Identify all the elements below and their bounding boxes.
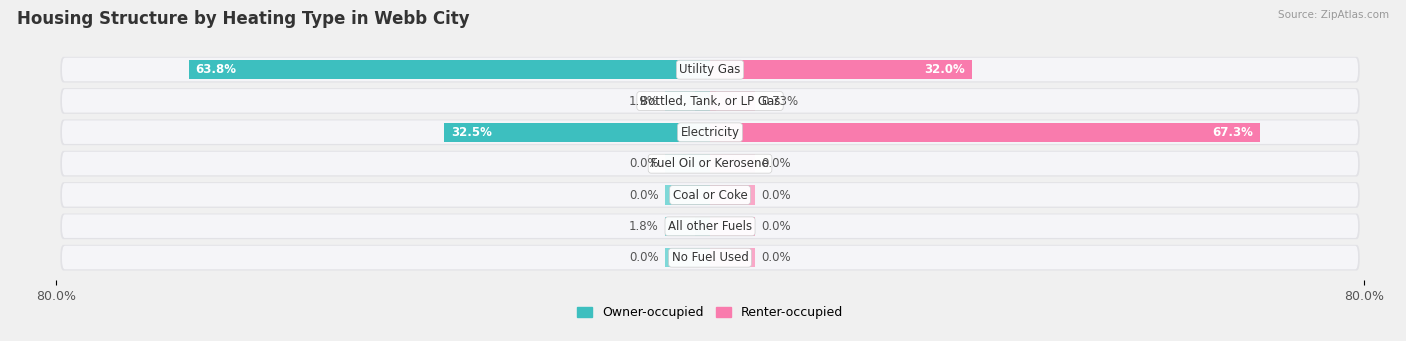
Text: 63.8%: 63.8% bbox=[195, 63, 236, 76]
Bar bbox=[665, 123, 710, 142]
FancyBboxPatch shape bbox=[60, 88, 1360, 114]
Bar bbox=[444, 123, 710, 142]
Text: 0.0%: 0.0% bbox=[628, 157, 658, 170]
FancyBboxPatch shape bbox=[60, 213, 1360, 239]
Text: 0.0%: 0.0% bbox=[762, 251, 792, 264]
FancyBboxPatch shape bbox=[60, 119, 1360, 145]
Text: 0.0%: 0.0% bbox=[762, 157, 792, 170]
Bar bbox=[710, 123, 755, 142]
Bar bbox=[710, 60, 755, 79]
Bar bbox=[710, 91, 716, 111]
Text: 1.8%: 1.8% bbox=[628, 220, 658, 233]
Bar bbox=[710, 185, 755, 205]
Bar bbox=[710, 217, 755, 236]
Text: No Fuel Used: No Fuel Used bbox=[672, 251, 748, 264]
FancyBboxPatch shape bbox=[62, 183, 1358, 207]
Text: 0.73%: 0.73% bbox=[762, 94, 799, 107]
Bar bbox=[665, 154, 710, 173]
Bar bbox=[710, 123, 1260, 142]
FancyBboxPatch shape bbox=[60, 57, 1360, 83]
FancyBboxPatch shape bbox=[60, 245, 1360, 270]
Bar bbox=[665, 248, 710, 267]
FancyBboxPatch shape bbox=[62, 214, 1358, 238]
Text: 1.9%: 1.9% bbox=[628, 94, 658, 107]
Text: 0.0%: 0.0% bbox=[762, 189, 792, 202]
Bar bbox=[696, 217, 710, 236]
Text: 32.5%: 32.5% bbox=[451, 126, 492, 139]
Bar bbox=[710, 91, 755, 111]
FancyBboxPatch shape bbox=[60, 151, 1360, 177]
Text: Source: ZipAtlas.com: Source: ZipAtlas.com bbox=[1278, 10, 1389, 20]
Text: 0.0%: 0.0% bbox=[762, 220, 792, 233]
Text: 32.0%: 32.0% bbox=[924, 63, 965, 76]
Text: Electricity: Electricity bbox=[681, 126, 740, 139]
Bar bbox=[710, 248, 755, 267]
Text: 67.3%: 67.3% bbox=[1212, 126, 1254, 139]
Text: All other Fuels: All other Fuels bbox=[668, 220, 752, 233]
Bar bbox=[665, 185, 710, 205]
FancyBboxPatch shape bbox=[62, 246, 1358, 269]
Text: 0.0%: 0.0% bbox=[628, 189, 658, 202]
Text: Coal or Coke: Coal or Coke bbox=[672, 189, 748, 202]
Bar bbox=[665, 60, 710, 79]
Text: Bottled, Tank, or LP Gas: Bottled, Tank, or LP Gas bbox=[640, 94, 780, 107]
Bar bbox=[665, 91, 710, 111]
Bar bbox=[710, 60, 972, 79]
FancyBboxPatch shape bbox=[62, 58, 1358, 81]
FancyBboxPatch shape bbox=[62, 89, 1358, 113]
Text: Fuel Oil or Kerosene: Fuel Oil or Kerosene bbox=[651, 157, 769, 170]
Legend: Owner-occupied, Renter-occupied: Owner-occupied, Renter-occupied bbox=[572, 301, 848, 324]
Text: 0.0%: 0.0% bbox=[628, 251, 658, 264]
Bar bbox=[695, 91, 710, 111]
Text: Housing Structure by Heating Type in Webb City: Housing Structure by Heating Type in Web… bbox=[17, 10, 470, 28]
Bar bbox=[710, 154, 755, 173]
Text: Utility Gas: Utility Gas bbox=[679, 63, 741, 76]
FancyBboxPatch shape bbox=[62, 152, 1358, 175]
FancyBboxPatch shape bbox=[60, 182, 1360, 208]
Bar bbox=[665, 217, 710, 236]
Bar bbox=[188, 60, 710, 79]
FancyBboxPatch shape bbox=[62, 120, 1358, 144]
